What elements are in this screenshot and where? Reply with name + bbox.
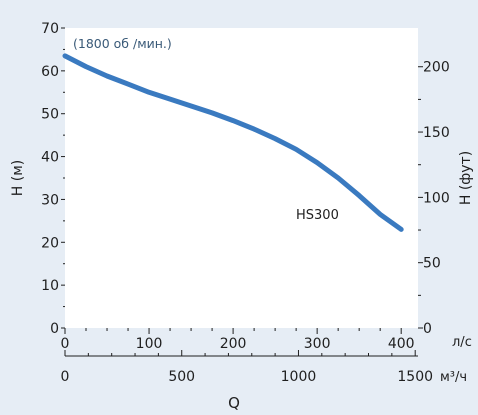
plot-area [65,28,418,328]
series-line-hs300 [62,53,404,232]
y-left-tick-label: 50 [41,107,59,123]
x-secondary-tick-label: 1500 [397,369,433,385]
y-left-tick-label: 40 [41,150,59,166]
y-left-tick-label: 0 [50,321,59,337]
rpm-annotation: (1800 об /мин.) [73,36,172,51]
x-unit-primary: л/с [452,335,472,350]
y-left-tick-label: 10 [41,278,59,294]
y-left-tick-label: 20 [41,235,59,251]
y-left-tick-label: 60 [41,64,59,80]
x-primary-tick-label: 200 [220,336,247,352]
x-axis-label: Q [228,394,240,412]
y-axis-label-right: H (фут) [458,151,474,205]
y-left-tick-label: 70 [41,21,59,37]
x-primary-tick-label: 400 [388,336,415,352]
x-primary-tick-label: 0 [61,336,70,352]
y-right-tick-label: 100 [423,190,450,206]
x-secondary-tick-label: 1000 [281,369,317,385]
x-primary-tick-label: 300 [304,336,331,352]
x-primary-tick-label: 100 [136,336,163,352]
y-right-tick-label: 150 [423,125,450,141]
y-left-tick-label: 30 [41,192,59,208]
y-right-tick-label: 0 [423,321,432,337]
y-right-tick-label: 200 [423,60,450,76]
y-right-tick-label: 50 [423,256,441,272]
x-unit-secondary: м³/ч [440,370,467,385]
x-secondary-tick-label: 500 [168,369,195,385]
series-label-hs300: HS300 [296,208,339,223]
tick-labels: 0 10 20 30 40 50 60 70 0 50 100 150 200 0 100 200 300 400… [41,21,450,385]
tick-marks [61,27,423,357]
x-secondary-tick-label: 0 [61,369,70,385]
y-axis-label-left: H (м) [10,160,26,196]
